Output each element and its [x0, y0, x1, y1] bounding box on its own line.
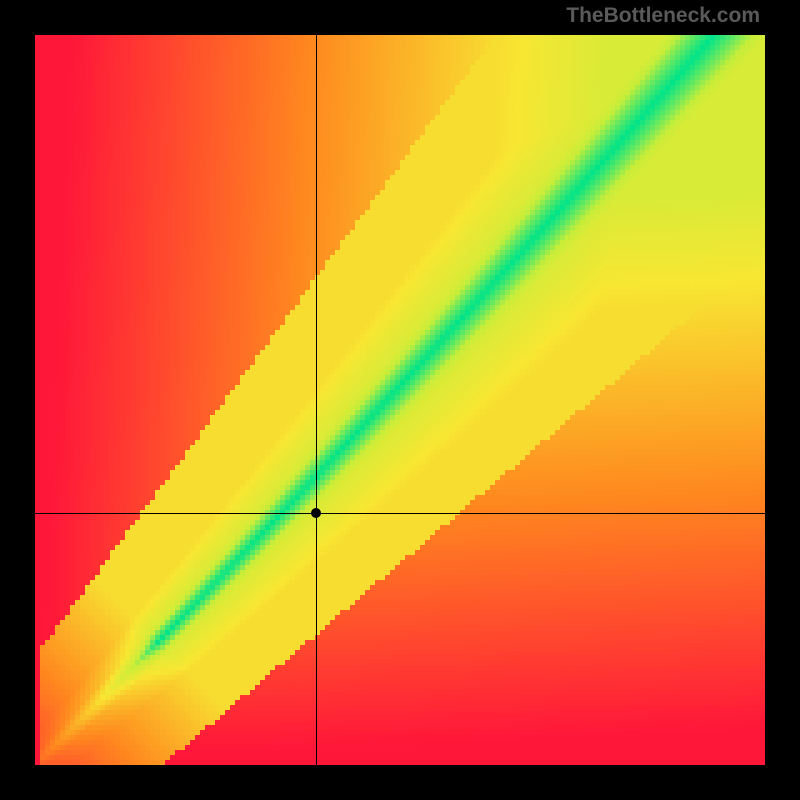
data-point-marker [311, 508, 321, 518]
heatmap-canvas [35, 35, 765, 765]
crosshair-horizontal [35, 513, 765, 514]
plot-area [35, 35, 765, 765]
crosshair-vertical [316, 35, 317, 765]
watermark-text: TheBottleneck.com [566, 4, 760, 28]
chart-container: TheBottleneck.com [0, 0, 800, 800]
